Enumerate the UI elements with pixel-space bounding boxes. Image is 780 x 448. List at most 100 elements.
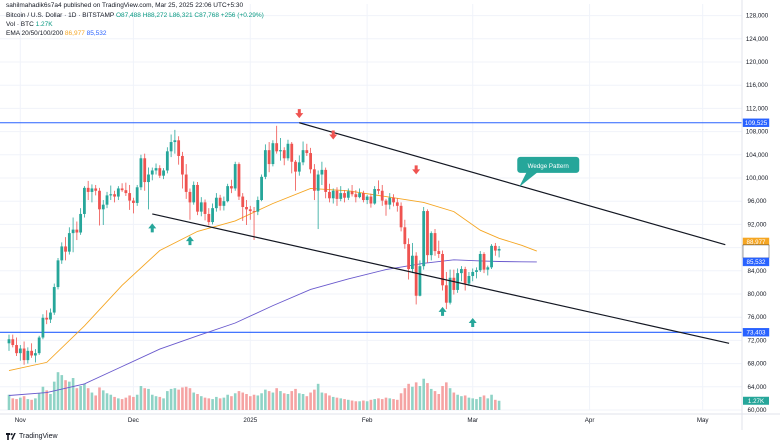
volume-bar — [471, 398, 475, 410]
volume-bars — [7, 372, 501, 410]
candle-body — [113, 194, 116, 197]
volume-bar — [49, 394, 52, 410]
candle-body — [109, 194, 113, 196]
candle-body — [335, 190, 339, 199]
candle-body — [60, 246, 64, 261]
candle-body — [214, 197, 218, 209]
arrow-up-marker — [468, 317, 477, 327]
hline-tag-resistance-label: 109,525 — [745, 120, 768, 127]
volume-bar — [373, 399, 376, 410]
candle-body — [143, 158, 147, 183]
candle-body — [184, 174, 188, 192]
candle-body — [41, 317, 45, 338]
volume-bar — [241, 392, 245, 410]
volume-bar — [56, 372, 60, 410]
tradingview-logo[interactable]: TradingView — [6, 433, 58, 440]
candle-body — [169, 142, 173, 152]
ohlc-low: L86,321 — [169, 12, 193, 19]
volume-bar — [86, 388, 90, 410]
volume-bar — [343, 399, 346, 410]
volume-bar — [260, 393, 263, 410]
volume-bar — [237, 391, 241, 410]
annotation-text: Wedge Pattern — [528, 163, 570, 170]
volume-bar — [478, 396, 482, 410]
symbol-label[interactable]: Bitcoin / U.S. Dollar · 1D · BITSTAMP — [6, 12, 115, 19]
candle-body — [365, 196, 369, 201]
volume-bar — [388, 398, 392, 410]
candle-body — [456, 273, 460, 290]
volume-bar — [177, 389, 180, 410]
candle-body — [463, 269, 467, 284]
price-tick-label: 108,000 — [746, 129, 769, 136]
volume-bar — [445, 382, 448, 410]
volume-bar — [79, 386, 82, 410]
volume-bar — [497, 400, 501, 410]
candle-body — [418, 266, 422, 296]
volume-bar — [30, 399, 33, 410]
volume-bar — [467, 397, 471, 410]
hline-tag-support-box — [742, 328, 770, 337]
candle-body — [120, 188, 124, 191]
volume-bar — [365, 401, 369, 410]
candle-body — [444, 285, 448, 303]
volume-bar — [162, 398, 165, 410]
candle-body — [218, 197, 222, 206]
volume-label[interactable]: Vol · BTC — [6, 21, 34, 28]
candle-body — [429, 233, 433, 256]
candle-body — [207, 213, 211, 223]
candle-body — [64, 246, 67, 252]
volume-bar — [324, 393, 327, 410]
volume-bar — [313, 389, 316, 410]
volume-bar — [83, 383, 86, 410]
volume-bar — [15, 399, 18, 410]
candle-body — [105, 195, 109, 205]
volume-bar — [158, 396, 162, 410]
price-tick-label: 112,000 — [746, 105, 768, 112]
ema-value-a: 86,977 — [64, 30, 85, 37]
volume-bar — [380, 399, 384, 410]
volume-bar — [230, 396, 233, 410]
candle-body — [37, 337, 41, 354]
volume-bar — [64, 380, 67, 410]
hline-tag-support: 73,403 — [742, 328, 770, 337]
grid-lines — [0, 4, 742, 411]
ema-label[interactable]: EMA 20/50/100/200 — [6, 30, 64, 37]
volume-bar — [331, 396, 335, 410]
candle-body — [30, 350, 34, 356]
volume-bar — [460, 396, 463, 410]
price-tick-label: 104,000 — [746, 152, 769, 159]
last-price-tag-sublabel: 07:53:36 — [744, 251, 769, 258]
candle-body — [67, 233, 71, 252]
ohlc-open: O87,488 — [115, 12, 141, 19]
volume-bar — [128, 395, 131, 410]
volume-bar — [358, 401, 361, 410]
volume-bar — [166, 391, 169, 410]
arrow-up-marker — [185, 236, 194, 246]
volume-bar — [169, 388, 173, 410]
volume-bar — [433, 391, 437, 410]
volume-bar — [354, 401, 358, 410]
volume-bar — [396, 399, 399, 410]
candle-body — [343, 193, 346, 198]
candle-body — [471, 271, 475, 277]
candle-body — [94, 188, 98, 191]
volume-bar — [188, 388, 192, 410]
price-tick-label: 64,000 — [748, 384, 767, 391]
volume-bar — [286, 394, 290, 410]
arrow-down-marker — [295, 109, 304, 119]
volume-bar — [490, 394, 493, 410]
wedge-upper-trendline — [299, 122, 726, 246]
volume-bar — [264, 389, 267, 410]
tradingview-logo-icon — [6, 433, 16, 440]
candle-body — [452, 277, 456, 290]
ema-fast-tag: 88,977 — [742, 237, 770, 247]
volume-bar — [135, 394, 139, 410]
volume-bar — [271, 392, 275, 410]
candle-body — [211, 208, 214, 223]
price-tick-label: 96,000 — [748, 198, 767, 205]
volume-tag: 1.27K — [743, 396, 769, 405]
